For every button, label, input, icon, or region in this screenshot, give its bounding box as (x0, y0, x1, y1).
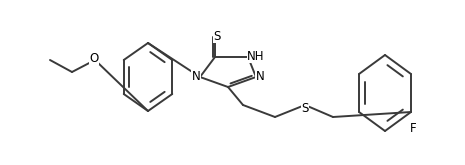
Text: F: F (410, 122, 416, 135)
Text: S: S (213, 30, 221, 43)
Text: NH: NH (247, 50, 265, 63)
Text: S: S (301, 102, 309, 116)
Text: N: N (256, 70, 265, 83)
Text: O: O (89, 51, 99, 65)
Text: N: N (192, 70, 200, 83)
